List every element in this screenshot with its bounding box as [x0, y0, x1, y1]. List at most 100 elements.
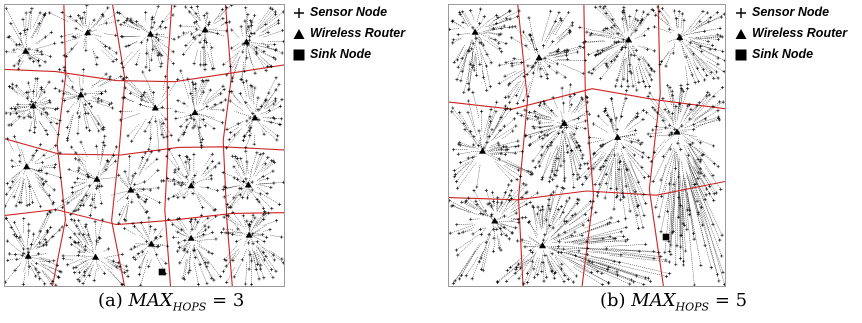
sensor-node: [533, 61, 538, 65]
sensor-node: [510, 25, 514, 29]
sensor-node: [151, 15, 155, 19]
sensor-node: [692, 123, 696, 127]
sensor-node: [531, 71, 535, 75]
sensor-node: [560, 262, 564, 266]
cluster-boundary: [222, 5, 233, 286]
sensor-node: [38, 143, 43, 147]
sensor-node: [497, 246, 501, 250]
legend-b: Sensor Node Wireless Router Sink Node: [732, 4, 862, 67]
sensor-node: [198, 126, 202, 130]
sensor-node: [264, 254, 268, 258]
sensor-node: [27, 47, 31, 51]
sensor-node: [454, 248, 458, 252]
sensor-node: [33, 126, 37, 130]
sensor-node: [128, 155, 132, 159]
sensor-node: [63, 68, 67, 73]
sensor-node: [509, 189, 513, 193]
sensor-node: [59, 34, 63, 39]
sensor-node: [466, 110, 470, 115]
sensor-node: [603, 108, 607, 112]
sensor-node: [140, 98, 144, 102]
sensor-node: [551, 226, 555, 230]
sensor-node: [488, 115, 492, 119]
sensor-node: [566, 57, 570, 61]
sensor-node: [517, 9, 521, 13]
sensor-node: [697, 170, 701, 175]
sensor-node: [459, 273, 463, 277]
sensor-node: [9, 106, 13, 110]
sensor-node: [176, 230, 180, 234]
sensor-node: [83, 270, 87, 274]
sensor-node: [192, 152, 196, 156]
sensor-node: [460, 56, 464, 60]
sensor-node: [162, 135, 166, 140]
sensor-node: [479, 7, 483, 11]
sensor-node: [276, 134, 280, 138]
sensor-node: [129, 91, 133, 95]
sensor-node: [47, 260, 51, 264]
sensor-node: [152, 20, 156, 25]
sensor-node: [708, 16, 712, 20]
sensor-node: [184, 125, 189, 129]
sensor-node: [74, 151, 78, 155]
sensor-node: [485, 88, 489, 92]
sensor-node: [475, 203, 479, 207]
sensor-node: [452, 60, 456, 64]
sensor-node: [624, 46, 628, 50]
sensor-node: [714, 191, 719, 195]
sensor-node: [40, 160, 44, 165]
sensor-node: [595, 194, 600, 198]
sensor-node: [42, 107, 46, 111]
sensor-node: [497, 81, 501, 85]
sensor-node: [282, 180, 284, 184]
sensor-node: [595, 270, 600, 274]
sensor-node: [555, 50, 559, 54]
sensor-node: [72, 218, 77, 223]
sensor-node: [71, 35, 75, 39]
sensor-node: [52, 259, 56, 263]
sensor-node: [649, 159, 653, 164]
sensor-node: [478, 227, 482, 231]
sensor-node: [555, 62, 559, 66]
sensor-node: [76, 240, 81, 244]
sensor-node: [250, 259, 254, 263]
sensor-node: [53, 208, 57, 212]
sensor-node: [49, 30, 53, 34]
sensor-node: [681, 222, 685, 226]
sensor-node: [500, 201, 504, 205]
sensor-node: [505, 279, 509, 283]
sensor-node: [222, 87, 226, 91]
sensor-node: [261, 250, 266, 254]
sensor-node: [544, 218, 549, 222]
sensor-node: [33, 101, 37, 105]
sensor-node: [272, 258, 277, 262]
sensor-node: [262, 49, 266, 53]
sensor-node: [117, 173, 121, 177]
sensor-node: [549, 140, 553, 144]
sensor-node: [636, 180, 640, 184]
sensor-node: [566, 10, 571, 15]
triangle-icon: [293, 29, 305, 39]
sensor-node: [688, 143, 692, 147]
sensor-node: [613, 40, 617, 44]
sensor-node: [251, 242, 255, 246]
sensor-node: [12, 134, 16, 139]
sensor-node: [5, 50, 9, 54]
sensor-node: [644, 201, 648, 205]
sensor-node: [148, 188, 152, 192]
sensor-node: [38, 241, 42, 245]
sensor-node: [632, 53, 636, 57]
sensor-node: [705, 11, 709, 15]
sensor-node: [81, 282, 85, 286]
sensor-node: [560, 267, 564, 271]
sensor-node: [532, 126, 536, 130]
sensor-node: [70, 47, 74, 51]
sensor-node: [60, 10, 64, 14]
sensor-node: [244, 79, 249, 83]
sensor-node: [80, 16, 85, 20]
sensor-node: [217, 161, 221, 165]
sensor-node: [469, 9, 473, 13]
sensor-node: [635, 88, 639, 92]
sensor-node: [633, 190, 637, 194]
sensor-node: [132, 187, 136, 192]
